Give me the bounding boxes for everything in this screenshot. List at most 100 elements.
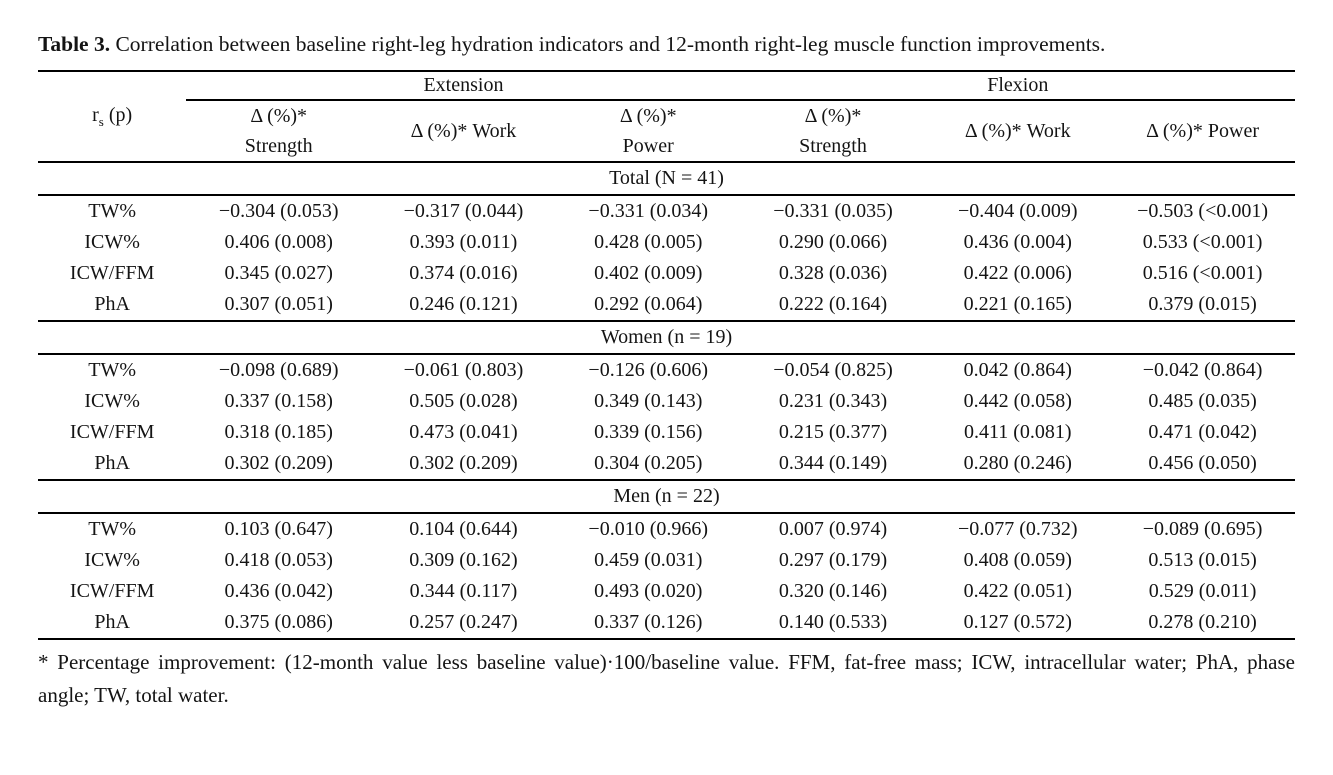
value-cell: 0.339 (0.156) [594,421,703,444]
section-header-row: Total (N = 41) [38,162,1295,197]
value-cell: 0.485 (0.035) [1148,390,1257,413]
value-cell: 0.493 (0.020) [594,580,703,603]
section-label: Women (n = 19) [38,320,1295,356]
group-header-row: rs (p) Extension Flexion [38,71,1295,164]
column-header-4: Δ (%)* Work [925,100,1111,164]
row-label: PhA [94,611,130,634]
value-cell: 0.516 (<0.001) [1142,262,1263,285]
value-cell: 0.302 (0.209) [409,452,518,475]
column-header-3: Δ (%)* Strength [740,100,926,164]
value-cell: 0.290 (0.066) [778,231,888,254]
value-cell: 0.337 (0.158) [224,390,333,413]
value-cell: 0.402 (0.009) [594,262,703,285]
table-row: ICW/FFM 0.345 (0.027) 0.374 (0.016) 0.402 (… [38,258,1295,289]
value-cell: −0.077 (0.732) [957,518,1078,541]
value-cell: 0.374 (0.016) [409,262,518,285]
section-header-row: Women (n = 19) [38,320,1295,356]
row-label: ICW/FFM [69,421,155,444]
value-cell: −0.126 (0.606) [588,359,709,382]
table-caption-text: Correlation between baseline right-leg h… [110,32,1106,56]
table-row: PhA 0.307 (0.051) 0.246 (0.121) 0.292 (0.06… [38,289,1295,321]
value-cell: 0.422 (0.006) [963,262,1072,285]
table-row: PhA 0.375 (0.086) 0.257 (0.247) 0.337 (0.12… [38,607,1295,639]
value-cell: −0.331 (0.035) [773,200,893,223]
value-cell: 0.292 (0.064) [594,293,703,316]
value-cell: 0.505 (0.028) [409,390,518,413]
value-cell: 0.408 (0.059) [963,549,1072,572]
value-cell: 0.320 (0.146) [778,580,888,603]
table-caption-label: Table 3. [38,32,111,56]
value-cell: 0.473 (0.041) [409,421,518,444]
value-cell: 0.231 (0.343) [778,390,888,413]
table-section-0: Total (N = 41) TW% −0.304 (0.053) −0.317 (0… [38,162,1295,321]
table-header: rs (p) Extension Flexion Δ (%)* Strength… [38,71,1295,164]
rs-p-suffix: (p) [103,103,133,126]
value-cell: 0.221 (0.165) [963,293,1072,316]
header-rs-p: rs (p) [38,71,187,164]
value-cell: 0.318 (0.185) [224,421,333,444]
column-header-0: Δ (%)* Strength [186,100,372,164]
column-header-1: Δ (%)* Work [371,100,556,164]
value-cell: −0.010 (0.966) [588,518,709,541]
value-cell: 0.436 (0.042) [224,580,333,603]
column-header-5: Δ (%)* Power [1110,100,1295,164]
value-cell: −0.089 (0.695) [1142,518,1263,541]
value-cell: 0.345 (0.027) [224,262,333,285]
value-cell: −0.042 (0.864) [1142,359,1263,382]
header-group-flexion: Flexion [740,71,1295,102]
table-row: TW% 0.103 (0.647) 0.104 (0.644) −0.010 (0.9… [38,513,1295,545]
row-label: ICW/FFM [69,262,155,285]
value-cell: 0.328 (0.036) [778,262,888,285]
table-row: ICW/FFM 0.436 (0.042) 0.344 (0.117) 0.493 (… [38,576,1295,607]
value-cell: 0.307 (0.051) [224,293,333,316]
value-cell: 0.127 (0.572) [963,611,1072,634]
value-cell: 0.297 (0.179) [778,549,888,572]
value-cell: 0.042 (0.864) [963,359,1072,382]
value-cell: 0.529 (0.011) [1148,580,1257,603]
value-cell: 0.337 (0.126) [594,611,703,634]
value-cell: 0.344 (0.149) [778,452,888,475]
value-cell: −0.404 (0.009) [957,200,1078,223]
section-label: Total (N = 41) [38,162,1295,197]
value-cell: −0.098 (0.689) [218,359,339,382]
value-cell: 0.344 (0.117) [409,580,518,603]
value-cell: 0.456 (0.050) [1148,452,1257,475]
table-footnote: * Percentage improvement: (12-month valu… [38,650,1295,707]
value-cell: −0.304 (0.053) [218,200,339,223]
value-cell: −0.317 (0.044) [403,200,524,223]
value-cell: 0.379 (0.015) [1148,293,1257,316]
table-section-2: Men (n = 22) TW% 0.103 (0.647) 0.104 (0.644… [38,479,1295,639]
value-cell: 0.393 (0.011) [409,231,518,254]
table-caption: Table 3. Correlation between baseline ri… [38,28,1295,60]
table-section-1: Women (n = 19) TW% −0.098 (0.689) −0.061 (0… [38,320,1295,480]
table-row: ICW/FFM 0.318 (0.185) 0.473 (0.041) 0.339 (… [38,417,1295,448]
value-cell: 0.257 (0.247) [409,611,518,634]
column-header-row: Δ (%)* Strength Δ (%)* Work Δ (%)* Power Δ … [38,100,1295,164]
value-cell: 0.309 (0.162) [409,549,518,572]
table-row: PhA 0.302 (0.209) 0.302 (0.209) 0.304 (0.20… [38,448,1295,480]
value-cell: −0.331 (0.034) [588,200,709,223]
table-row: ICW% 0.406 (0.008) 0.393 (0.011) 0.428 (0.0… [38,227,1295,258]
value-cell: 0.280 (0.246) [963,452,1072,475]
value-cell: 0.278 (0.210) [1148,611,1257,634]
column-header-2: Δ (%)* Power [555,100,741,164]
value-cell: 0.418 (0.053) [224,549,333,572]
value-cell: 0.533 (<0.001) [1142,231,1263,254]
rs-symbol: r [92,103,99,126]
value-cell: 0.007 (0.974) [778,518,888,541]
value-cell: 0.375 (0.086) [224,611,333,634]
value-cell: 0.302 (0.209) [224,452,333,475]
row-label: ICW% [84,390,140,413]
value-cell: 0.436 (0.004) [963,231,1072,254]
value-cell: 0.215 (0.377) [778,421,888,444]
value-cell: 0.349 (0.143) [594,390,703,413]
value-cell: 0.246 (0.121) [409,293,518,316]
value-cell: 0.428 (0.005) [594,231,703,254]
row-label: ICW/FFM [69,580,155,603]
value-cell: −0.503 (<0.001) [1137,200,1269,223]
row-label: ICW% [84,549,140,572]
row-label: TW% [88,359,137,382]
value-cell: 0.411 (0.081) [963,421,1072,444]
table-row: TW% −0.098 (0.689) −0.061 (0.803) −0.126 (0… [38,354,1295,386]
